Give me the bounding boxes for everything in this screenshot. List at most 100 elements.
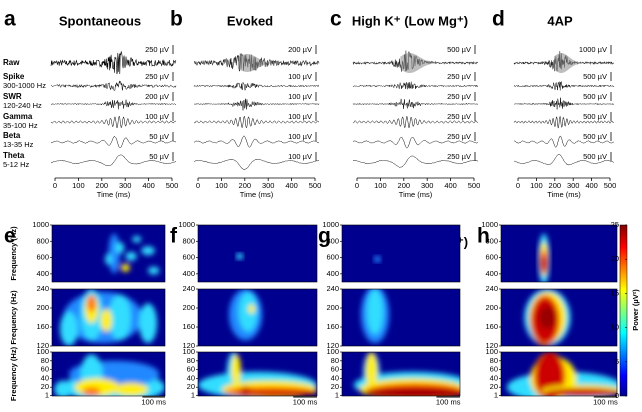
tick-label: 80 [490,356,498,365]
heatmap-blob [54,380,73,396]
heatmap-blob [373,255,381,263]
tick-label: 0 [516,181,520,190]
tick-label: 400 [285,181,298,190]
tick-label: 0 [615,391,619,400]
scale-label: 500 µV [447,45,471,54]
scale-label: 100 µV [288,112,312,121]
tick-label: 400 [444,181,457,190]
heatmap [501,352,617,396]
tick-label: 800 [326,236,339,245]
heatmap-blob [540,255,548,272]
tick-label: 200 [549,181,562,190]
heatmap-blobs [59,289,158,346]
heatmap-blob [87,294,97,312]
heatmap-frame [341,224,461,283]
tick-label: 1 [191,391,195,400]
tick-label: 400 [326,269,339,278]
scale-label: 100 µV [145,112,169,121]
tick-label: 40 [490,373,498,382]
tick-label: 300 [119,181,132,190]
row-band: 300-1000 Hz [3,81,46,90]
heatmap-blob [132,235,142,243]
row-name: Gamma [3,112,33,121]
trace [50,50,177,75]
heatmap-bg [342,225,460,282]
heatmap-frame [500,224,618,283]
heatmap-frame [51,288,166,347]
heatmap-blob [114,382,149,396]
scale-label: 100 µV [288,132,312,141]
trace-envelope [553,53,587,73]
scale-label: 250 µV [447,132,471,141]
trace [352,81,479,90]
trace [193,115,320,129]
row-name: Raw [3,58,20,67]
heatmap-blob [233,389,317,396]
heatmap-blob [366,289,384,335]
tick-label: 500 [309,181,322,190]
axis-label: Time (ms) [547,190,581,199]
row-name: Theta [3,151,25,160]
row-name: Beta [3,131,21,140]
tick-label: 20 [611,254,619,263]
tick-label: 120 [485,341,498,350]
tick-label: 1 [494,391,498,400]
tick-label: 240 [485,284,498,293]
heatmap-blob [238,291,258,332]
tick-label: 800 [36,236,49,245]
heatmap-blob [100,308,112,332]
heatmap-blob [125,251,137,261]
heatmap-blob [108,233,120,274]
tick-label: 400 [36,269,49,278]
tick-label: 40 [41,373,49,382]
scale-label: 50 µV [149,152,169,161]
axis-label: Time (ms) [97,190,131,199]
trace [51,154,177,167]
tick-label: 80 [331,356,339,365]
scale-label: 100 µV [288,92,312,101]
heatmap-blobs [198,352,317,396]
heatmap-frame [197,288,318,347]
trace [50,135,177,149]
tick-label: 600 [485,253,498,262]
tick-label: 600 [182,253,195,262]
scale-bar-label: 100 ms [141,397,166,406]
tick-label: 80 [187,356,195,365]
tick-label: 15 [611,288,619,297]
heatmap-blobs [506,352,617,396]
tick-label: 0 [355,181,359,190]
heatmap [52,289,165,346]
heatmap [198,289,317,346]
tick-label: 200 [96,181,109,190]
trace [194,158,320,170]
panel-letter: g [318,225,331,248]
panel-letter: c [330,8,342,31]
heatmap-frame [500,351,618,397]
tick-label: 160 [485,322,498,331]
scale-label: 200 µV [288,45,312,54]
trace [513,115,615,129]
heatmap-blob [105,253,112,265]
tick-label: 200 [485,303,498,312]
scale-label: 100 µV [288,72,312,81]
scale-label: 500 µV [583,92,607,101]
trace [50,99,177,110]
tick-label: 60 [41,365,49,374]
axis-label: Time (ms) [399,190,433,199]
heatmap-bg [501,225,617,282]
tick-label: 1 [45,391,49,400]
tick-label: 160 [326,322,339,331]
heatmap [52,225,165,282]
tick-label: 200 [239,181,252,190]
tick-label: 25 [611,220,619,229]
row-band: 120-240 Hz [3,101,42,110]
tick-label: 200 [182,303,195,312]
trace [352,136,479,149]
tick-label: 600 [326,253,339,262]
trace-envelope [400,53,443,73]
heatmap-blobs [105,233,160,275]
tick-label: 1000 [32,220,49,229]
row-band: 5-12 Hz [3,160,30,169]
tick-label: 500 [468,181,481,190]
tick-label: 60 [187,365,195,374]
